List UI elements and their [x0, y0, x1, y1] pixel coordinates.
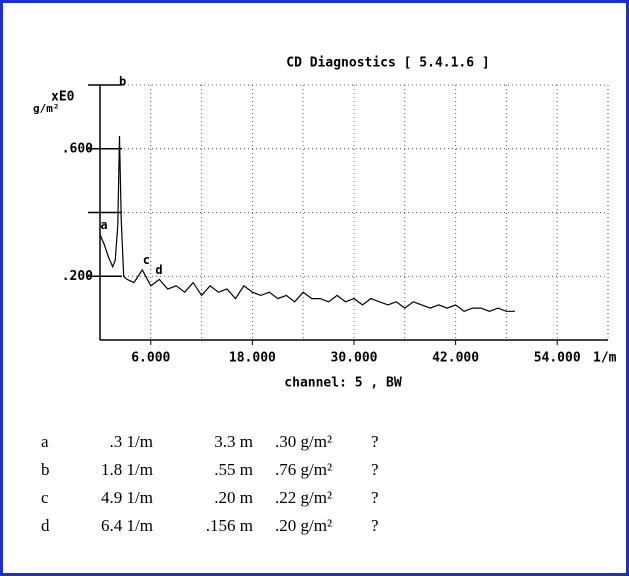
peak-label: c — [143, 253, 150, 267]
table-cell: .20 m — [214, 488, 253, 507]
table-cell: 4.9 1/m — [101, 488, 153, 507]
peak-label: d — [155, 263, 162, 277]
x-axis-label: channel: 5 , BW — [284, 376, 402, 391]
y-tick-label: .600 — [62, 141, 93, 156]
table-cell: 3.3 m — [214, 432, 253, 451]
table-cell: .22 g/m² — [275, 488, 332, 507]
table-cell: d — [41, 516, 50, 535]
table-cell: b — [41, 460, 50, 479]
data-line — [99, 135, 515, 312]
x-tick-label: 6.000 — [131, 351, 170, 366]
chart: CD Diagnostics [ 5.4.1.6 ] xE0 g/m² chan… — [33, 56, 617, 535]
table-cell: ? — [371, 488, 379, 507]
y-tick-label: .200 — [62, 269, 93, 284]
table-cell: .76 g/m² — [275, 460, 332, 479]
table-cell: ? — [371, 516, 379, 535]
x-tick-label: 54.000 — [534, 351, 581, 366]
table-cell: .55 m — [214, 460, 253, 479]
table-cell: ? — [371, 432, 379, 451]
table-cell: .20 g/m² — [275, 516, 332, 535]
table-cell: a — [41, 432, 49, 451]
table-cell: .156 m — [206, 516, 253, 535]
table-cell: c — [41, 488, 49, 507]
table-cell: 6.4 1/m — [101, 516, 153, 535]
peak-label: a — [100, 218, 107, 232]
x-unit: 1/m — [593, 351, 617, 366]
table-cell: ? — [371, 460, 379, 479]
x-tick-label: 30.000 — [331, 351, 378, 366]
y-axis-label: g/m² — [33, 102, 60, 115]
chart-title: CD Diagnostics [ 5.4.1.6 ] — [286, 56, 490, 71]
x-tick-label: 18.000 — [229, 351, 276, 366]
table-cell: .30 g/m² — [275, 432, 332, 451]
table-cell: 1.8 1/m — [101, 460, 153, 479]
table-cell: .3 1/m — [110, 432, 153, 451]
peak-label: b — [119, 75, 126, 89]
y-axis-label: xE0 — [51, 90, 75, 105]
x-tick-label: 42.000 — [432, 351, 479, 366]
